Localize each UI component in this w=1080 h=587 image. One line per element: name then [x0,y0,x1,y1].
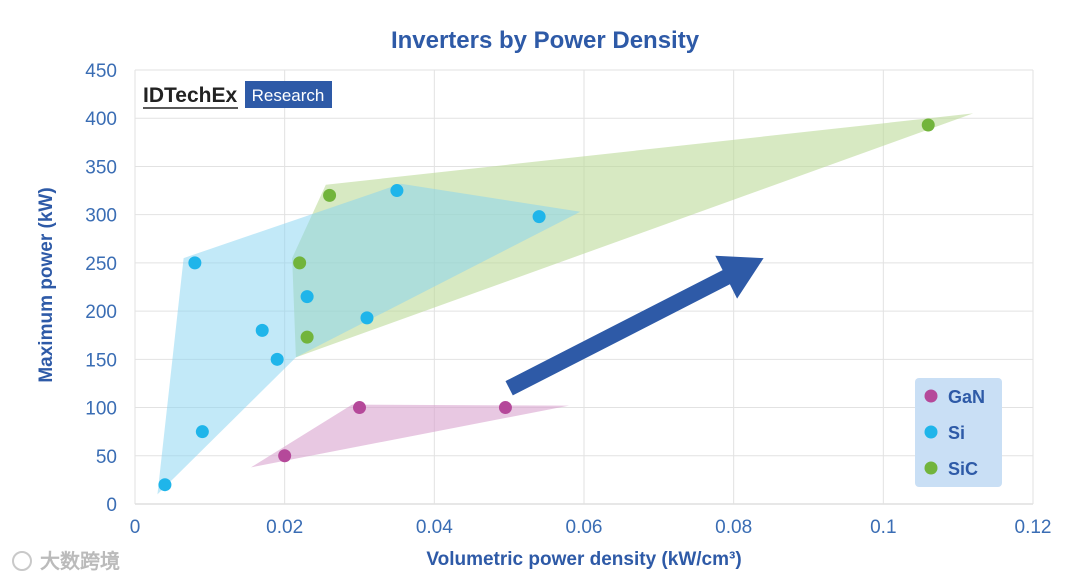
y-tick-label: 400 [85,109,117,130]
brand-badge [245,81,332,108]
chart-title: Inverters by Power Density [391,27,700,54]
point-gan [498,401,512,415]
point-sic [300,330,314,344]
y-tick-label: 450 [85,61,117,82]
watermark-text: 大数跨境 [40,549,120,573]
x-tick-label: 0.08 [715,517,752,538]
x-tick-label: 0.02 [266,517,303,538]
region-gan [250,404,570,468]
legend-marker-gan [924,389,938,403]
y-tick-label: 300 [85,206,117,227]
point-sic [921,118,935,132]
y-tick-label: 350 [85,157,117,178]
point-sic [293,256,307,270]
y-tick-label: 50 [96,447,117,468]
point-si [360,311,374,325]
brand-name: IDTechEx [143,84,237,107]
region-sic [292,113,974,358]
trend-arrow-shape [505,255,764,396]
point-gan [353,401,366,415]
watermark-icon [12,551,32,571]
y-tick-label: 250 [85,254,117,275]
point-si [390,184,404,198]
x-tick-label: 0 [130,517,141,538]
point-si [158,478,172,492]
y-tick-label: 200 [85,302,117,323]
legend-label-gan: GaN [948,387,985,407]
brand-badge-text: Research [252,86,325,105]
point-si [255,323,269,337]
series-regions [157,113,974,495]
data-points [158,118,935,492]
x-tick-label: 0.1 [870,517,896,538]
point-si [532,210,546,224]
point-gan [278,449,292,463]
axis-ticks: 0 50 100 150 200 250 300 350 400 450 0 0.02 0.04 0.06… [85,61,1051,538]
legend-marker-sic [924,461,938,475]
legend-label-sic: SiC [948,459,978,479]
trend-arrow [505,255,764,396]
legend-marker-si [924,425,938,439]
y-tick-label: 0 [106,495,117,516]
legend-label-si: Si [948,423,965,443]
x-axis-label: Volumetric power density (kW/cm³) [426,549,741,570]
point-si [300,290,314,304]
region-si [157,183,581,495]
point-si [195,425,209,439]
legend: GaN Si SiC [915,378,1002,487]
point-si [270,352,284,366]
point-sic [323,188,337,202]
x-tick-label: 0.06 [566,517,603,538]
y-axis-label: Maximum power (kW) [36,187,57,382]
y-tick-label: 150 [85,350,117,371]
x-tick-label: 0.12 [1015,517,1052,538]
y-tick-label: 100 [85,399,117,420]
brand-logo: IDTechEx Research [143,81,332,109]
legend-box [915,378,1002,487]
watermark: 大数跨境 [12,549,120,573]
point-si [188,256,202,270]
x-tick-label: 0.04 [416,517,453,538]
